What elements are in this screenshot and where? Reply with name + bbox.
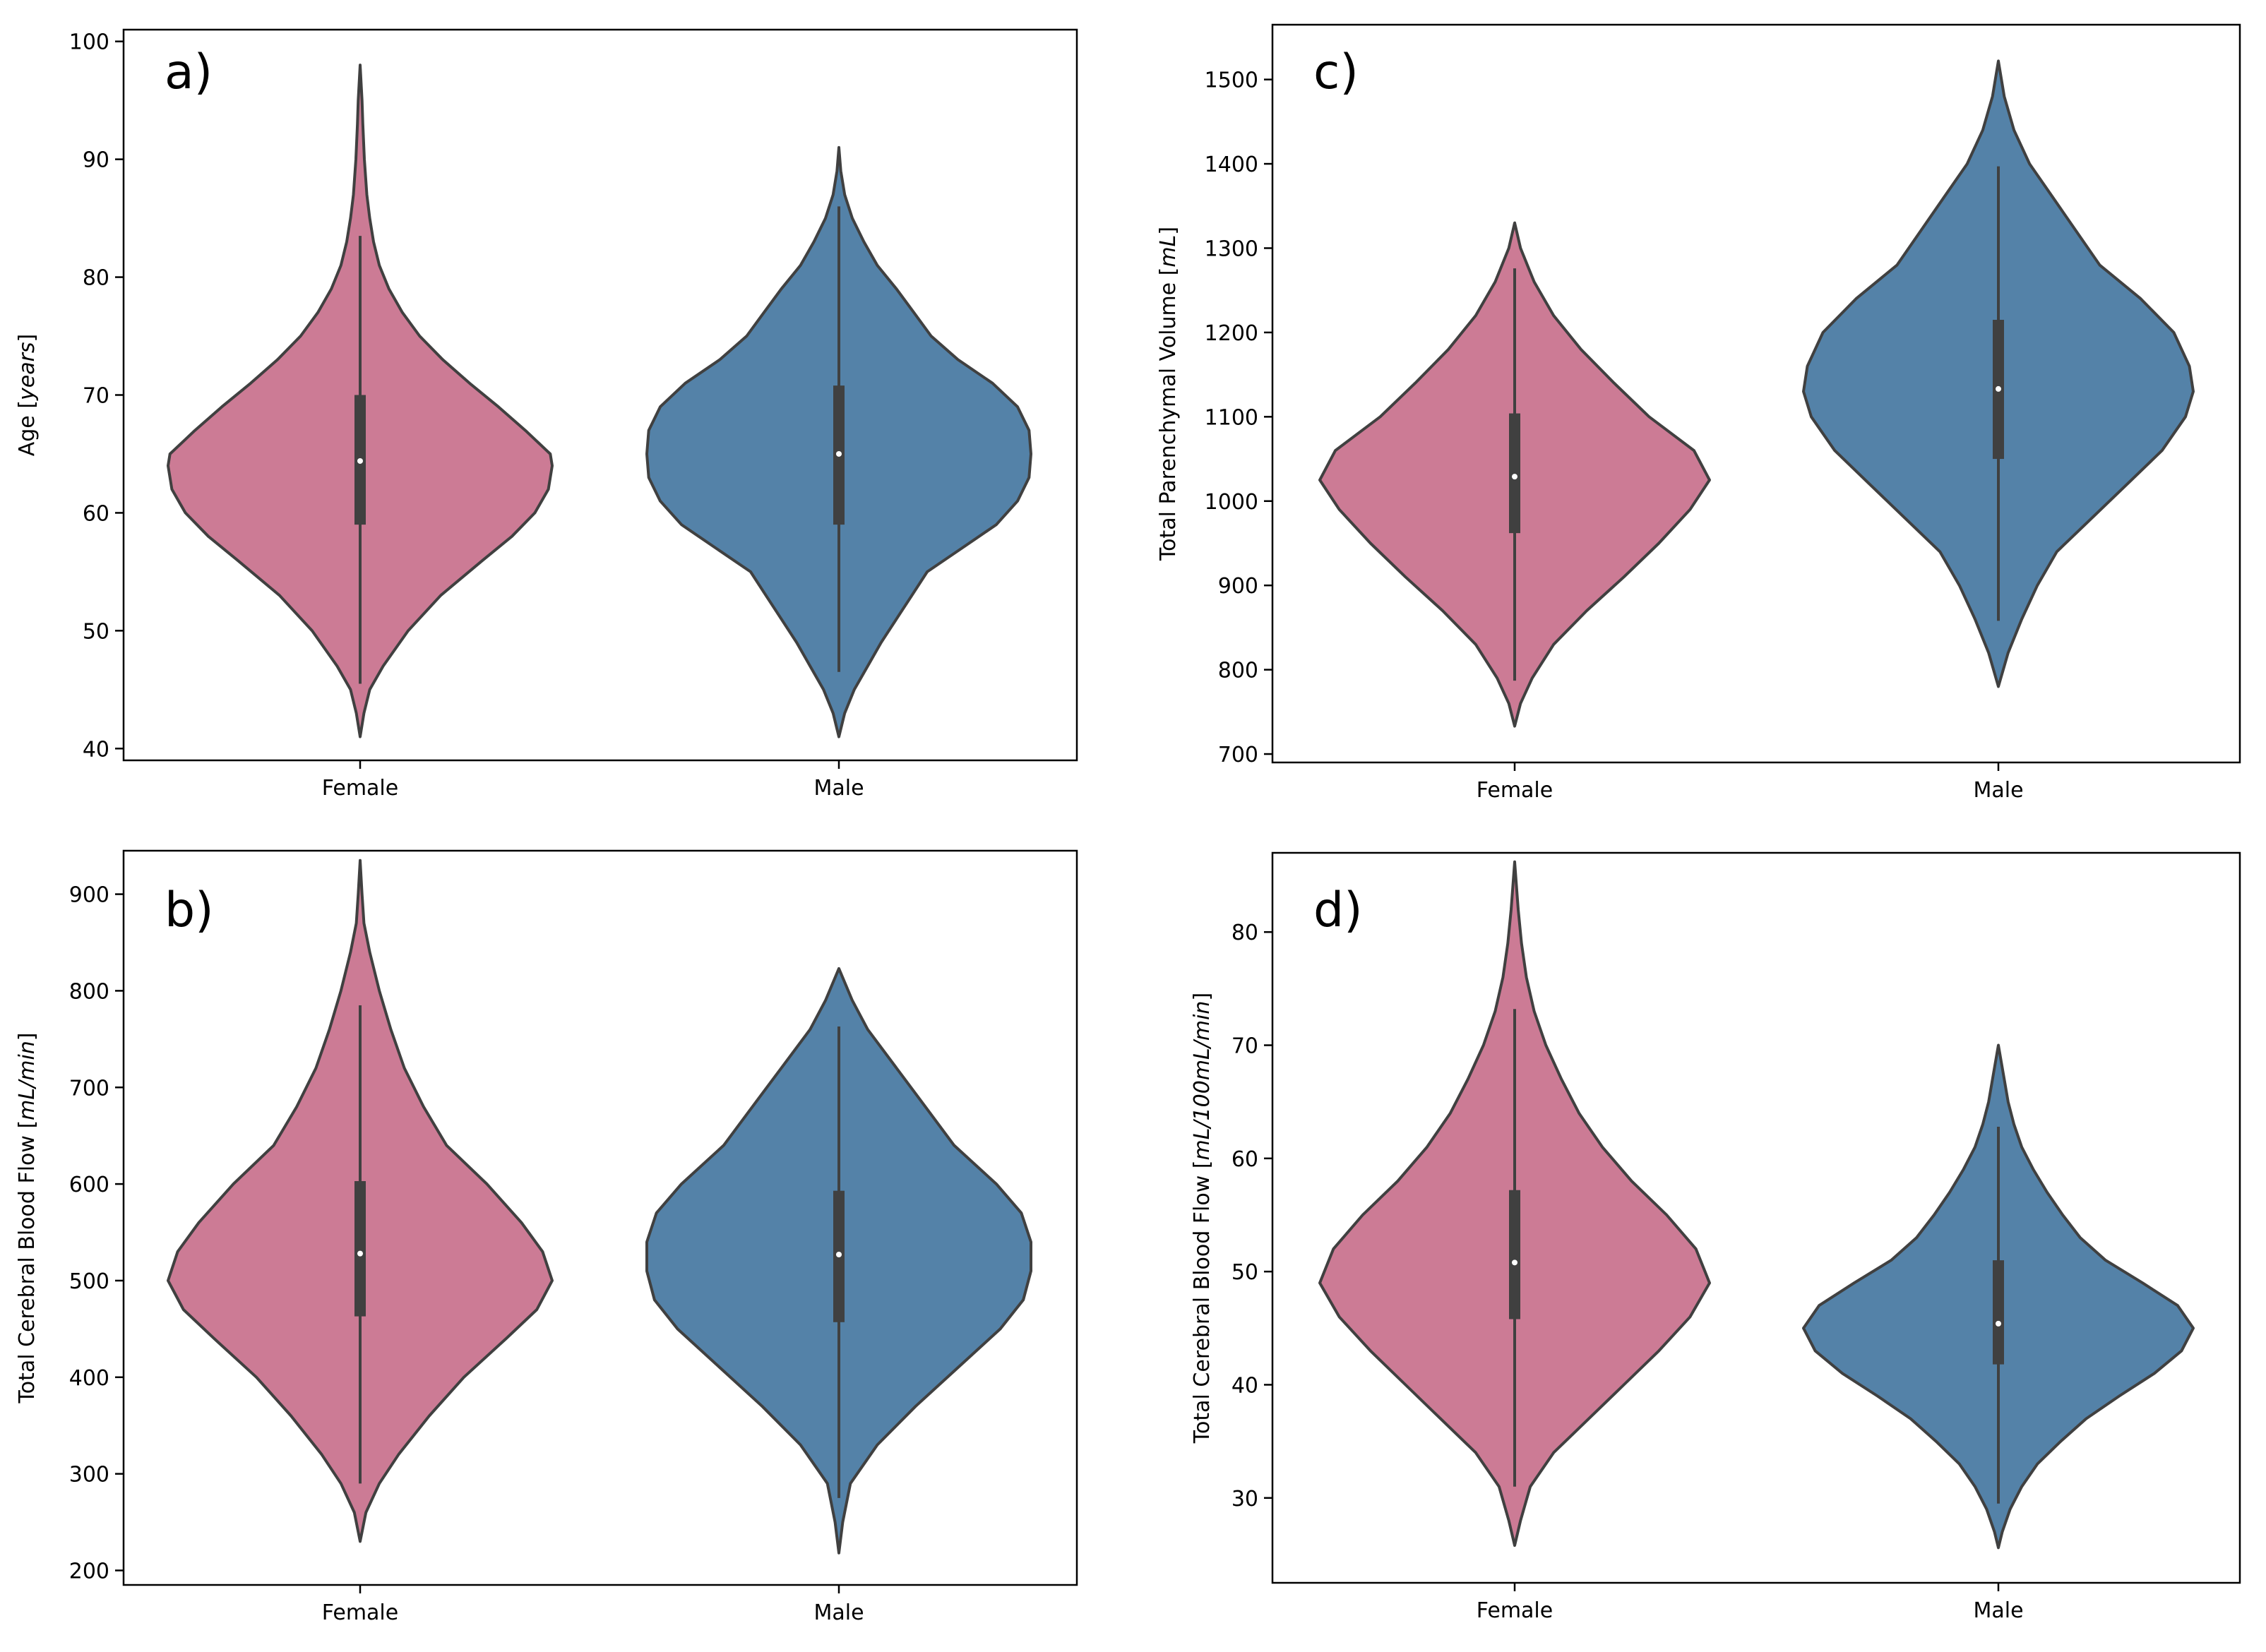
y-axis-label-part: mL/100mL/min bbox=[1190, 1001, 1215, 1161]
x-tick-label-female: Female bbox=[1477, 1598, 1553, 1623]
median-marker-b-female bbox=[357, 1250, 363, 1257]
median-marker-c-female bbox=[1512, 474, 1517, 480]
panel-letter-a: a) bbox=[165, 44, 213, 100]
y-tick-label: 700 bbox=[1218, 743, 1258, 767]
panel-a-age: 40 50 60 70 80 90 100 Female Male Age [years] a) bbox=[15, 28, 1078, 801]
y-tick-label: 800 bbox=[1218, 659, 1258, 683]
iqr-box-b-female bbox=[354, 1181, 366, 1317]
median-marker-a-male bbox=[836, 450, 842, 457]
axes-frame-c bbox=[1271, 23, 2241, 764]
y-axis-label-part: mL bbox=[1156, 235, 1181, 268]
y-tick-label: 1500 bbox=[1205, 68, 1258, 93]
y-axis-label-part: ] bbox=[1156, 227, 1181, 235]
y-tick-label: 40 bbox=[83, 737, 109, 762]
y-tick-label: 90 bbox=[83, 148, 109, 173]
y-tick-label: 700 bbox=[69, 1076, 109, 1101]
y-tick-label: 800 bbox=[69, 979, 109, 1004]
y-axis-label-c: Total Parenchymal Volume [mL] bbox=[1156, 227, 1181, 561]
y-axis-label-b: Total Cerebral Blood Flow [mL/min] bbox=[15, 1032, 40, 1403]
y-axis-label-part: Age [ bbox=[15, 400, 40, 456]
x-tick-label-male: Male bbox=[1973, 1598, 2023, 1623]
panel-b-total-cbf: 200 300 400 500 600 700 800 900 Female Male Total … bbox=[15, 849, 1078, 1625]
x-tick-label-female: Female bbox=[322, 776, 398, 801]
y-tick-label: 70 bbox=[1232, 1034, 1258, 1059]
y-tick-label: 60 bbox=[83, 501, 109, 526]
x-tick-label-male: Male bbox=[813, 1600, 864, 1625]
panel-letter-d: d) bbox=[1313, 882, 1363, 938]
y-axis-label-d: Total Cerebral Blood Flow [mL/100mL/min] bbox=[1190, 993, 1215, 1444]
median-marker-b-male bbox=[836, 1252, 842, 1257]
y-axis-label-part: ] bbox=[15, 1032, 40, 1041]
median-marker-d-male bbox=[1996, 1320, 2001, 1327]
y-tick-label: 1000 bbox=[1205, 490, 1258, 515]
iqr-box-c-female bbox=[1509, 413, 1520, 534]
y-tick-label: 900 bbox=[1218, 574, 1258, 599]
panel-c-parenchymal-volume: 700 800 900 1000 1100 1200 1300 1400 1500 Female M… bbox=[1156, 23, 2241, 803]
y-tick-label: 900 bbox=[69, 883, 109, 908]
y-axis-label-a: Age [years] bbox=[15, 334, 40, 457]
y-axis-label-part: Total Cerebral Blood Flow [ bbox=[15, 1120, 40, 1404]
y-tick-label: 70 bbox=[83, 384, 109, 409]
y-tick-label: 50 bbox=[83, 619, 109, 644]
x-tick-label-female: Female bbox=[1477, 778, 1553, 803]
y-tick-label: 80 bbox=[83, 266, 109, 291]
x-tick-label-female: Female bbox=[322, 1600, 398, 1625]
y-tick-label: 200 bbox=[69, 1559, 109, 1584]
y-tick-label: 80 bbox=[1232, 921, 1258, 945]
y-axis-label-part: mL/min bbox=[15, 1041, 40, 1120]
y-axis-label-part: ] bbox=[1190, 993, 1215, 1001]
y-tick-label: 600 bbox=[69, 1173, 109, 1197]
axes-frame-b bbox=[122, 849, 1078, 1586]
y-tick-label: 30 bbox=[1232, 1487, 1258, 1512]
y-tick-label: 1100 bbox=[1205, 405, 1258, 430]
panel-letter-b: b) bbox=[165, 882, 214, 938]
y-tick-label: 100 bbox=[69, 30, 109, 55]
y-tick-label: 1300 bbox=[1205, 237, 1258, 261]
y-axis-label-part: ] bbox=[15, 334, 40, 342]
iqr-box-d-male bbox=[1993, 1260, 2004, 1365]
y-tick-label: 1200 bbox=[1205, 321, 1258, 346]
median-marker-a-female bbox=[357, 457, 363, 464]
x-tick-label-male: Male bbox=[813, 776, 864, 801]
panel-d-normalized-cbf: 30 40 50 60 70 80 Female Male Total Cerebral Blo… bbox=[1190, 851, 2241, 1623]
y-tick-label: 500 bbox=[69, 1269, 109, 1294]
x-tick-label-male: Male bbox=[1973, 778, 2023, 803]
y-axis-label-part: years bbox=[15, 342, 40, 401]
y-tick-label: 1400 bbox=[1205, 152, 1258, 177]
y-tick-label: 40 bbox=[1232, 1373, 1258, 1398]
median-marker-d-female bbox=[1512, 1259, 1517, 1266]
y-tick-label: 400 bbox=[69, 1366, 109, 1391]
axes-frame-d bbox=[1271, 851, 2241, 1584]
panel-letter-c: c) bbox=[1313, 44, 1359, 100]
y-axis-label-part: Total Cerebral Blood Flow [ bbox=[1190, 1160, 1215, 1444]
y-tick-label: 300 bbox=[69, 1463, 109, 1488]
y-axis-label-part: Total Parenchymal Volume [ bbox=[1156, 268, 1181, 561]
y-tick-label: 60 bbox=[1232, 1147, 1258, 1172]
median-marker-c-male bbox=[1996, 385, 2001, 392]
iqr-box-d-female bbox=[1509, 1190, 1520, 1319]
y-tick-label: 50 bbox=[1232, 1260, 1258, 1285]
